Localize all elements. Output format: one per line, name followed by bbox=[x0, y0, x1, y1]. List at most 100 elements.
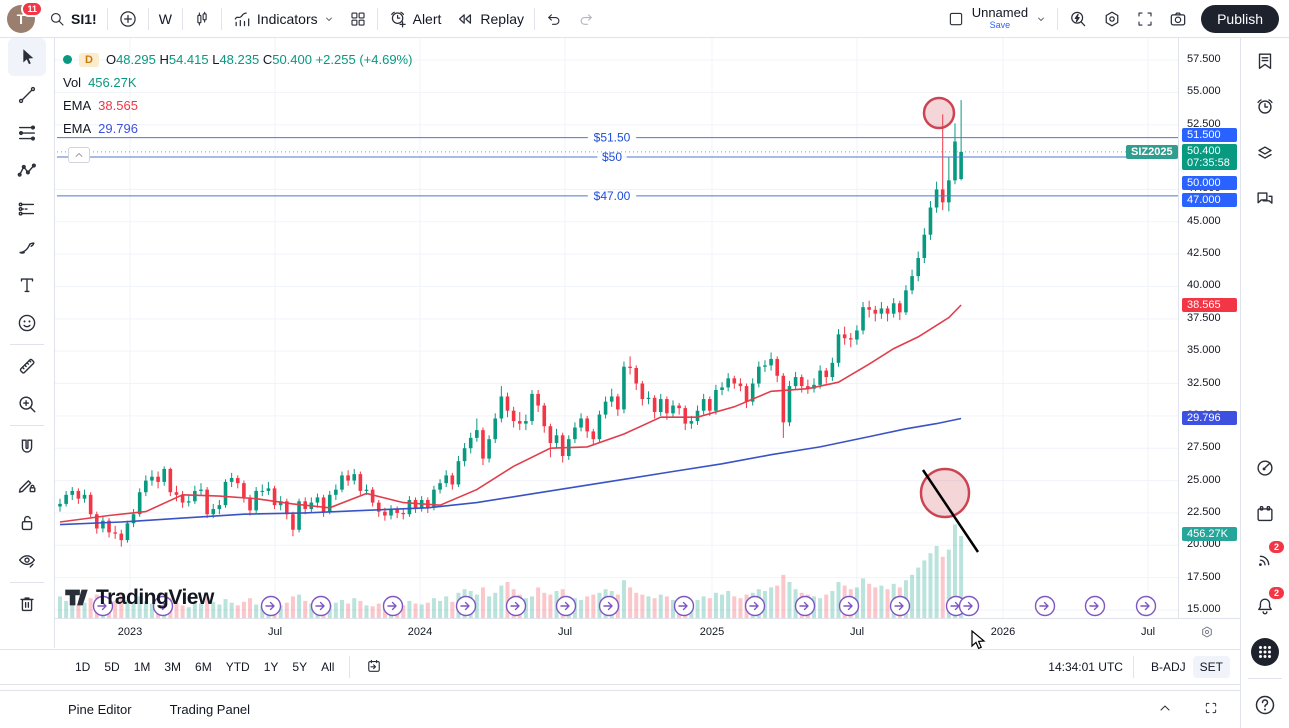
volume-bar bbox=[646, 596, 651, 618]
tool-emoji[interactable] bbox=[8, 304, 46, 342]
layout-select-button[interactable] bbox=[940, 4, 972, 34]
candle-body bbox=[321, 497, 326, 512]
settings-button[interactable] bbox=[1095, 4, 1129, 34]
sidebar-object-tree[interactable] bbox=[1246, 134, 1284, 172]
volume-bar bbox=[352, 598, 357, 618]
range-1D[interactable]: 1D bbox=[68, 656, 97, 678]
volume-bar bbox=[548, 594, 553, 618]
candle-body bbox=[438, 483, 442, 490]
panel-expand-button[interactable] bbox=[1150, 696, 1180, 723]
tool-trend-line[interactable] bbox=[8, 76, 46, 114]
candle-body bbox=[677, 405, 681, 409]
chevron-up-icon bbox=[75, 153, 83, 157]
sidebar-help[interactable] bbox=[1246, 686, 1284, 724]
candle-body bbox=[848, 338, 853, 340]
volume-bar bbox=[205, 597, 210, 618]
sidebar-hotlists[interactable] bbox=[1246, 449, 1284, 487]
fullscreen-button[interactable] bbox=[1129, 4, 1161, 34]
candle-body bbox=[272, 488, 277, 506]
layout-grid-button[interactable] bbox=[342, 4, 374, 34]
tool-lock-drawings[interactable] bbox=[8, 504, 46, 542]
legend-symbol-row[interactable]: D O48.295 H54.415 L48.235 C50.400 +2.255… bbox=[63, 48, 412, 71]
range-All[interactable]: All bbox=[314, 656, 341, 678]
tool-pattern-xabcd[interactable] bbox=[8, 152, 46, 190]
sidebar-apps[interactable] bbox=[1246, 633, 1284, 671]
y-tick-label: 25.000 bbox=[1187, 473, 1221, 486]
volume-bar bbox=[787, 582, 792, 618]
quick-search-button[interactable] bbox=[1061, 4, 1095, 34]
tool-remove-drawings[interactable] bbox=[8, 585, 46, 623]
volume-bar bbox=[58, 596, 62, 618]
x-tick-label: 2025 bbox=[699, 626, 725, 638]
tool-hide-drawings[interactable] bbox=[8, 542, 46, 580]
layout-name-block[interactable]: Unnamed Save bbox=[972, 6, 1028, 32]
alert-button[interactable]: Alert bbox=[381, 4, 449, 34]
clock-display[interactable]: 14:34:01 UTC bbox=[1048, 660, 1123, 674]
screenshot-button[interactable] bbox=[1161, 4, 1195, 34]
compare-add-button[interactable] bbox=[111, 4, 145, 34]
tool-zoom-in[interactable] bbox=[8, 385, 46, 423]
legend-volume-row[interactable]: Vol 456.27K bbox=[63, 71, 412, 94]
range-1Y[interactable]: 1Y bbox=[257, 656, 286, 678]
indicators-button[interactable]: Indicators bbox=[225, 4, 342, 34]
undo-button[interactable] bbox=[538, 4, 570, 34]
volume-bar bbox=[186, 607, 191, 618]
go-to-date-button[interactable] bbox=[358, 653, 390, 682]
price-axis[interactable]: 57.50055.00052.50050.00047.50045.00042.5… bbox=[1178, 38, 1240, 618]
range-5D[interactable]: 5D bbox=[97, 656, 126, 678]
range-1M[interactable]: 1M bbox=[127, 656, 158, 678]
tool-magnet[interactable] bbox=[8, 428, 46, 466]
axis-settings-gear-icon[interactable] bbox=[1199, 624, 1215, 645]
tab-trading-panel[interactable]: Trading Panel bbox=[169, 701, 251, 717]
replay-button[interactable]: Replay bbox=[448, 4, 531, 34]
tradingview-watermark: TradingView bbox=[63, 584, 214, 611]
sidebar-streams[interactable]: 2 bbox=[1246, 539, 1286, 579]
tool-fib-retracement[interactable] bbox=[8, 114, 46, 152]
adjustment-SET[interactable]: SET bbox=[1192, 656, 1230, 678]
tool-brush[interactable] bbox=[8, 228, 46, 266]
range-YTD[interactable]: YTD bbox=[219, 656, 257, 678]
scale-collapse-button[interactable] bbox=[68, 147, 90, 163]
tool-drawing-mode[interactable] bbox=[8, 466, 46, 504]
redo-button[interactable] bbox=[570, 4, 602, 34]
layout-menu-button[interactable] bbox=[1028, 4, 1054, 34]
tool-cursor[interactable] bbox=[8, 38, 46, 76]
alert-label: Alert bbox=[412, 10, 442, 27]
sidebar-chat[interactable] bbox=[1246, 180, 1284, 218]
right-sidebar: 2 2 bbox=[1240, 38, 1289, 728]
save-link[interactable]: Save bbox=[989, 19, 1011, 30]
sidebar-watchlist[interactable] bbox=[1246, 42, 1284, 80]
sidebar-calendar[interactable] bbox=[1246, 495, 1284, 533]
range-3M[interactable]: 3M bbox=[157, 656, 188, 678]
time-axis[interactable]: 2023 Jul 2024 Jul 2025 Jul 2026 Jul bbox=[55, 618, 1240, 649]
symbol-search-button[interactable]: SI1! bbox=[41, 4, 104, 34]
candle-body bbox=[450, 475, 455, 485]
adjustment-B-ADJ[interactable]: B-ADJ bbox=[1144, 656, 1193, 678]
tab-pine-editor[interactable]: Pine Editor bbox=[68, 701, 132, 717]
layout-square-icon bbox=[949, 12, 962, 25]
contract-label: SIZ2025 bbox=[1126, 145, 1178, 159]
avatar[interactable]: T 11 bbox=[7, 0, 43, 33]
legend-ema-slow-row[interactable]: EMA 29.796 bbox=[63, 117, 412, 140]
candle-body bbox=[671, 405, 675, 414]
candle-body bbox=[910, 276, 914, 291]
range-6M[interactable]: 6M bbox=[188, 656, 219, 678]
candle-body bbox=[235, 477, 240, 484]
chart-pane[interactable]: $51.50 $50 $47.00 bbox=[55, 38, 1178, 618]
legend-ema-fast-row[interactable]: EMA 38.565 bbox=[63, 94, 412, 117]
interval-button[interactable]: W bbox=[152, 4, 179, 34]
candle-body bbox=[364, 489, 369, 491]
help-icon bbox=[1255, 695, 1275, 715]
tool-measure[interactable] bbox=[8, 347, 46, 385]
tool-text[interactable] bbox=[8, 266, 46, 304]
sidebar-alerts[interactable] bbox=[1246, 88, 1284, 126]
volume-bar bbox=[198, 603, 203, 618]
volume-bar bbox=[70, 603, 75, 618]
sidebar-notifications[interactable]: 2 bbox=[1246, 585, 1286, 625]
panel-maximize-button[interactable] bbox=[1196, 696, 1226, 723]
publish-button[interactable]: Publish bbox=[1201, 4, 1279, 33]
tool-position[interactable] bbox=[8, 190, 46, 228]
volume-bar bbox=[339, 600, 344, 618]
chart-style-button[interactable] bbox=[186, 4, 218, 34]
range-5Y[interactable]: 5Y bbox=[285, 656, 314, 678]
